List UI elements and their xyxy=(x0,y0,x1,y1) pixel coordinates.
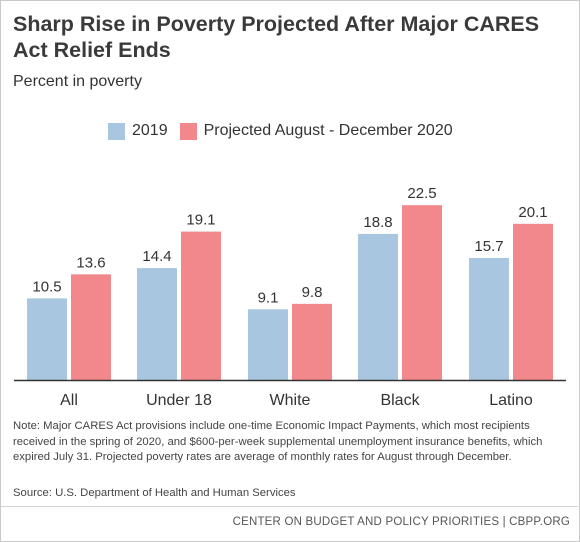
x-tick-label: White xyxy=(270,392,311,409)
chart-title: Sharp Rise in Poverty Projected After Ma… xyxy=(13,12,540,62)
data-label: 14.4 xyxy=(142,248,171,265)
chart-source: Source: U.S. Department of Health and Hu… xyxy=(13,487,296,499)
x-tick-label: Under 18 xyxy=(146,392,212,409)
data-label: 9.1 xyxy=(258,289,279,306)
legend-item-projected: Projected August - December 2020 xyxy=(179,122,453,140)
data-label: 22.5 xyxy=(407,185,436,202)
data-label: 20.1 xyxy=(518,204,547,221)
bar-latino-projected xyxy=(513,223,553,380)
legend: 2019 Projected August - December 2020 xyxy=(108,122,465,140)
footer-divider xyxy=(0,506,578,507)
bar-white-2019 xyxy=(248,309,288,380)
legend-label-projected: Projected August - December 2020 xyxy=(203,122,453,139)
bar-black-2019 xyxy=(358,233,398,380)
x-tick-label: Latino xyxy=(489,392,533,409)
bar-chart: 10.5 13.6 All 14.4 19.1 Under 18 9.1 9.8 White 18… xyxy=(14,185,566,409)
bar-black-projected xyxy=(402,205,442,380)
x-tick-label: Black xyxy=(380,392,420,409)
chart-note: Note: Major CARES Act provisions include… xyxy=(13,420,543,463)
data-label: 13.6 xyxy=(76,254,105,271)
bar-all-2019 xyxy=(27,298,67,380)
bar-under-18-2019 xyxy=(137,268,177,380)
data-label: 15.7 xyxy=(474,238,503,255)
legend-item-2019: 2019 xyxy=(108,122,168,140)
legend-label-2019: 2019 xyxy=(132,122,168,139)
x-tick-label: All xyxy=(60,392,78,409)
bar-all-projected xyxy=(71,274,111,380)
bar-latino-2019 xyxy=(469,258,509,380)
chart-subtitle: Percent in poverty xyxy=(13,73,142,90)
data-label: 18.8 xyxy=(363,214,392,231)
data-label: 19.1 xyxy=(186,212,215,229)
legend-swatch-projected xyxy=(179,122,197,140)
data-label: 10.5 xyxy=(32,278,61,295)
bar-under-18-projected xyxy=(181,231,221,380)
legend-swatch-2019 xyxy=(108,122,125,140)
data-label: 9.8 xyxy=(302,284,323,301)
footer-credit: CENTER ON BUDGET AND POLICY PRIORITIES |… xyxy=(232,516,570,528)
bar-white-projected xyxy=(292,303,332,380)
